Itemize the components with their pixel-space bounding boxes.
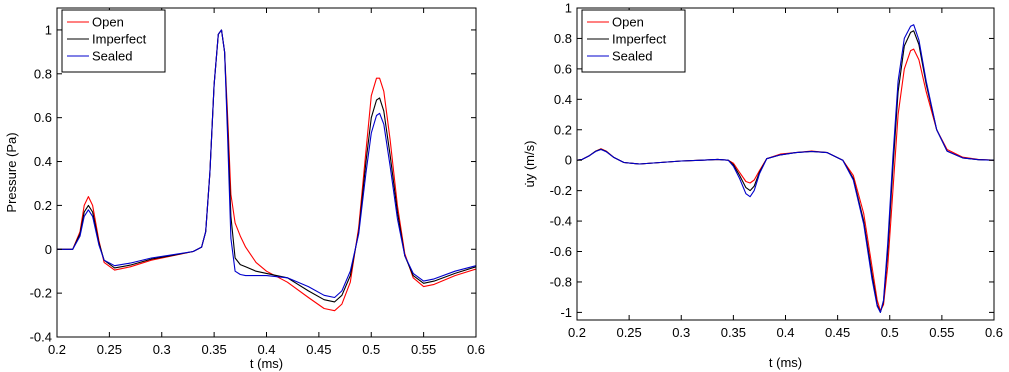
legend-label-imperfect: Imperfect bbox=[612, 32, 667, 47]
y-tick-label: -0.8 bbox=[550, 274, 572, 289]
y-tick-label: -0.6 bbox=[550, 244, 572, 259]
x-tick-label: 0.55 bbox=[929, 325, 954, 340]
legend-label-open: Open bbox=[612, 15, 644, 30]
x-tick-label: 0.35 bbox=[201, 342, 226, 357]
x-tick-label: 0.2 bbox=[568, 325, 586, 340]
legend-label-sealed: Sealed bbox=[612, 49, 652, 64]
legend-box bbox=[581, 9, 686, 73]
x-tick-label: 0.25 bbox=[616, 325, 641, 340]
y-tick-label: -0.2 bbox=[550, 183, 572, 198]
legend: Open Imperfect Sealed bbox=[581, 9, 686, 73]
series-group bbox=[57, 29, 476, 312]
series-line-imperfect bbox=[57, 29, 476, 303]
x-tick-label: 0.2 bbox=[48, 342, 66, 357]
x-tick-label: 0.5 bbox=[362, 342, 380, 357]
y-tick-label: 0.4 bbox=[34, 154, 52, 169]
velocity-chart: 0.2 0.25 0.3 0.35 0.4 0.45 0.5 0.55 0.6 -1 -0.8 -0.… bbox=[522, 1, 1003, 371]
legend-label-imperfect: Imperfect bbox=[92, 32, 147, 47]
series-line-sealed bbox=[57, 29, 476, 299]
series-line-imperfect bbox=[577, 30, 994, 313]
y-tick-label: 0.2 bbox=[34, 198, 52, 213]
series-line-open bbox=[577, 48, 994, 312]
y-tick-label: 0.6 bbox=[554, 61, 572, 76]
y-tick-label: 1 bbox=[565, 1, 572, 16]
pressure-chart: 0.2 0.25 0.3 0.35 0.4 0.45 0.5 0.55 0.6 -0.4 -0.2 0… bbox=[4, 7, 485, 371]
x-tick-label: 0.6 bbox=[985, 325, 1003, 340]
legend: Open Imperfect Sealed bbox=[61, 9, 166, 73]
x-tick-label: 0.55 bbox=[411, 342, 436, 357]
x-tick-label: 0.45 bbox=[306, 342, 331, 357]
y-tick-label: -0.4 bbox=[30, 330, 52, 345]
x-tick-label: 0.3 bbox=[153, 342, 171, 357]
y-tick-label: 0.6 bbox=[34, 110, 52, 125]
x-tick-label: 0.4 bbox=[776, 325, 794, 340]
y-tick-label: -1 bbox=[560, 305, 572, 320]
series-line-open bbox=[57, 29, 476, 312]
y-tick-label: 0.2 bbox=[554, 122, 572, 137]
x-tick-label: 0.3 bbox=[672, 325, 690, 340]
y-axis-label: u̇y (m/s) bbox=[522, 141, 537, 188]
x-tick-label: 0.35 bbox=[721, 325, 746, 340]
y-tick-label: 0.8 bbox=[554, 31, 572, 46]
y-tick-label: 0 bbox=[565, 153, 572, 168]
legend-label-open: Open bbox=[92, 15, 124, 30]
series-line-sealed bbox=[577, 24, 994, 313]
y-tick-label: 0.4 bbox=[554, 92, 572, 107]
x-axis-label: t (ms) bbox=[250, 356, 283, 371]
x-tick-label: 0.6 bbox=[467, 342, 485, 357]
y-axis-label: Pressure (Pa) bbox=[4, 132, 19, 212]
series-group bbox=[577, 24, 994, 313]
y-tick-label: 0 bbox=[45, 242, 52, 257]
x-tick-label: 0.25 bbox=[97, 342, 122, 357]
x-tick-label: 0.5 bbox=[881, 325, 899, 340]
y-tick-label: 0.8 bbox=[34, 66, 52, 81]
x-tick-label: 0.4 bbox=[257, 342, 275, 357]
x-axis-label: t (ms) bbox=[769, 355, 802, 370]
y-tick-label: 1 bbox=[45, 22, 52, 37]
y-tick-label: -0.4 bbox=[550, 214, 572, 229]
x-tick-label: 0.45 bbox=[825, 325, 850, 340]
legend-label-sealed: Sealed bbox=[92, 49, 132, 64]
legend-box bbox=[61, 9, 166, 73]
y-tick-label: -0.2 bbox=[30, 286, 52, 301]
